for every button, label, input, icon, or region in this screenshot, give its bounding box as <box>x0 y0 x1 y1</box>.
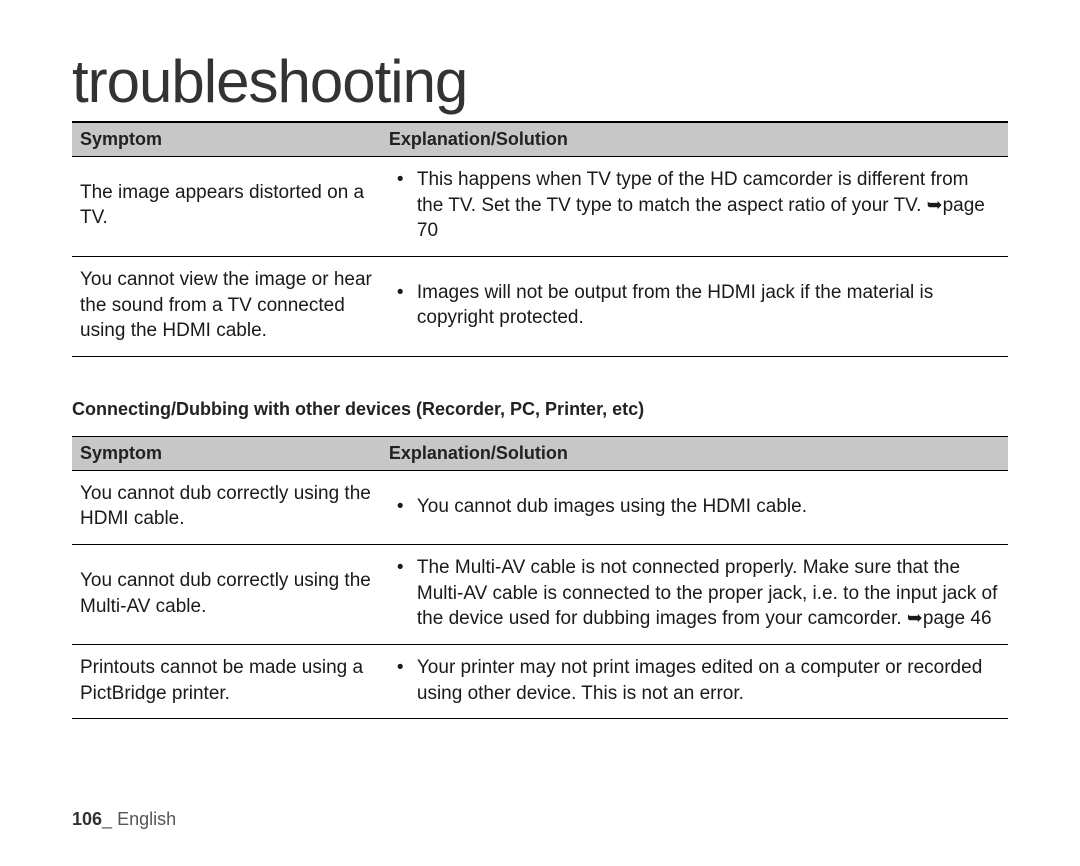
solution-cell: This happens when TV type of the HD camc… <box>381 157 1008 257</box>
solution-item: This happens when TV type of the HD camc… <box>417 167 1000 244</box>
solution-item: Your printer may not print images edited… <box>417 655 1000 706</box>
symptom-cell: You cannot dub correctly using the HDMI … <box>72 470 381 544</box>
symptom-cell: You cannot view the image or hear the so… <box>72 256 381 356</box>
table-row: Printouts cannot be made using a PictBri… <box>72 645 1008 719</box>
footer-separator: _ <box>102 809 117 829</box>
solution-item: Images will not be output from the HDMI … <box>417 280 1000 331</box>
symptom-cell: The image appears distorted on a TV. <box>72 157 381 257</box>
solution-cell: The Multi-AV cable is not connected prop… <box>381 545 1008 645</box>
table-header-row: Symptom Explanation/Solution <box>72 123 1008 157</box>
table-row: You cannot dub correctly using the HDMI … <box>72 470 1008 544</box>
symptom-cell: You cannot dub correctly using the Multi… <box>72 545 381 645</box>
col-header-symptom: Symptom <box>72 436 381 470</box>
manual-page: troubleshooting Symptom Explanation/Solu… <box>0 0 1080 866</box>
page-number: 106 <box>72 809 102 829</box>
solution-cell: Your printer may not print images edited… <box>381 645 1008 719</box>
troubleshooting-table-1: Symptom Explanation/Solution The image a… <box>72 122 1008 357</box>
table-row: The image appears distorted on a TV. Thi… <box>72 157 1008 257</box>
table-row: You cannot dub correctly using the Multi… <box>72 545 1008 645</box>
solution-item: You cannot dub images using the HDMI cab… <box>417 494 1000 520</box>
page-footer: 106_ English <box>72 809 176 830</box>
table-header-row: Symptom Explanation/Solution <box>72 436 1008 470</box>
col-header-solution: Explanation/Solution <box>381 123 1008 157</box>
col-header-solution: Explanation/Solution <box>381 436 1008 470</box>
footer-language: English <box>117 809 176 829</box>
solution-cell: You cannot dub images using the HDMI cab… <box>381 470 1008 544</box>
symptom-cell: Printouts cannot be made using a PictBri… <box>72 645 381 719</box>
troubleshooting-table-2: Symptom Explanation/Solution You cannot … <box>72 436 1008 719</box>
solution-cell: Images will not be output from the HDMI … <box>381 256 1008 356</box>
section-heading: Connecting/Dubbing with other devices (R… <box>72 399 1008 420</box>
col-header-symptom: Symptom <box>72 123 381 157</box>
page-title: troubleshooting <box>72 50 1008 122</box>
table-row: You cannot view the image or hear the so… <box>72 256 1008 356</box>
solution-item: The Multi-AV cable is not connected prop… <box>417 555 1000 632</box>
